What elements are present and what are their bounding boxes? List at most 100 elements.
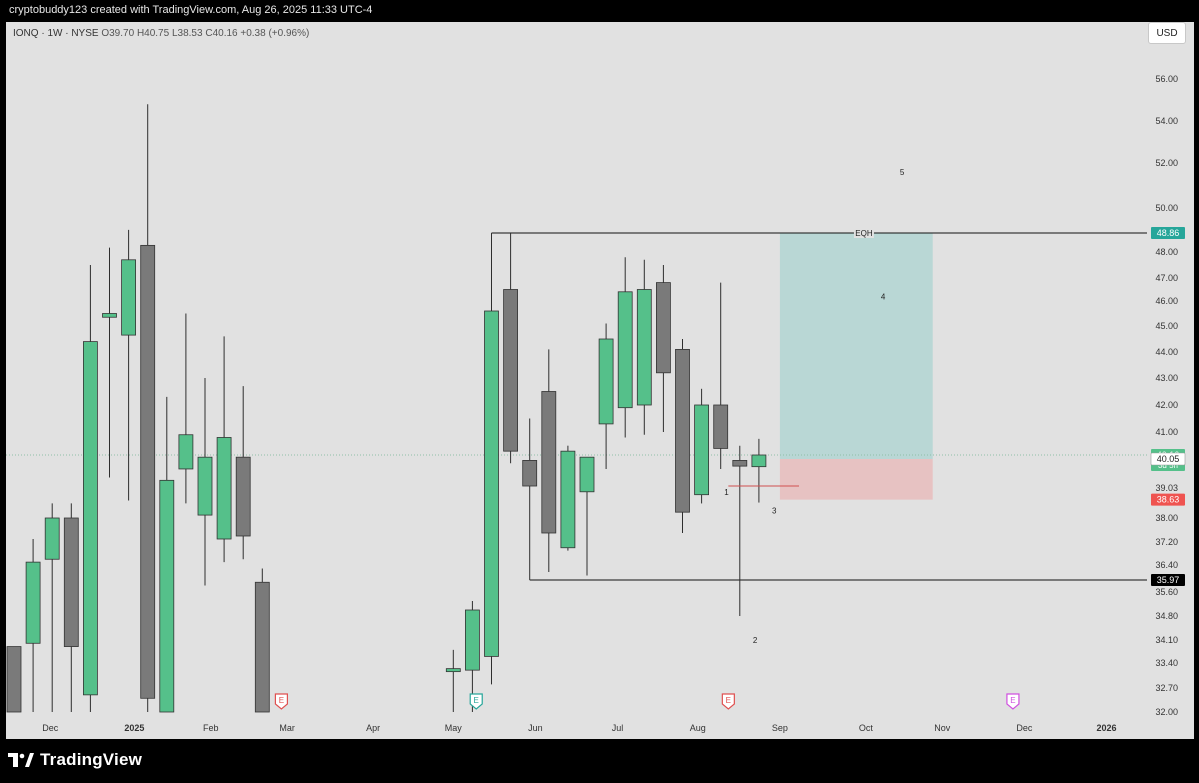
y-axis-tick-label: 39.03	[1155, 483, 1178, 493]
price-label-stop	[1151, 493, 1185, 506]
legend-change: +0.38 (+0.96%)	[240, 28, 310, 39]
price-label-eqh	[1151, 227, 1185, 239]
tradingview-logo-icon	[8, 753, 34, 767]
symbol-legend: IONQ · 1W · NYSE O39.70 H40.75 L38.53 C4…	[13, 28, 309, 39]
candle-body[interactable]	[751, 454, 767, 468]
candle-body[interactable]	[25, 561, 41, 644]
candle-body[interactable]	[83, 341, 98, 696]
candle-body[interactable]	[44, 517, 60, 560]
x-axis-tick-label: Nov	[934, 723, 951, 733]
legend-symbol: IONQ · 1W · NYSE	[13, 28, 99, 39]
earnings-marker-icon[interactable]	[1006, 693, 1020, 710]
earnings-marker-label: E	[1010, 696, 1015, 705]
y-axis-tick-label: 33.40	[1155, 658, 1178, 668]
candle-body[interactable]	[235, 456, 251, 537]
candle-body[interactable]	[140, 244, 156, 699]
candle-body[interactable]	[254, 581, 270, 713]
x-axis-tick-label: Feb	[203, 723, 219, 733]
x-axis-tick-label: Dec	[42, 723, 59, 733]
y-axis-tick-label: 35.60	[1155, 587, 1178, 597]
y-axis-tick-label: 56.00	[1155, 74, 1178, 84]
legend-open: O39.70	[101, 28, 135, 39]
y-axis-tick-label: 48.00	[1155, 247, 1178, 257]
earnings-marker-icon[interactable]	[721, 693, 735, 710]
y-axis-tick-label: 38.00	[1155, 513, 1178, 523]
x-axis-tick-label: Aug	[690, 723, 706, 733]
candle-body[interactable]	[121, 259, 136, 336]
candle-body[interactable]	[159, 479, 175, 713]
candle-body[interactable]	[484, 310, 499, 657]
attribution-bar: cryptobuddy123 created with TradingView.…	[0, 0, 1199, 22]
wave-label-1: 1	[724, 488, 729, 497]
candle-body[interactable]	[6, 646, 22, 713]
y-axis-tick-label: 32.70	[1155, 683, 1178, 693]
price-label-support-text: 35.97	[1157, 575, 1180, 585]
earnings-marker-icon[interactable]	[469, 693, 483, 710]
candle-body[interactable]	[445, 668, 461, 673]
y-axis-tick-label: 41.00	[1155, 427, 1178, 437]
eqh-label: EQH	[855, 229, 873, 238]
price-label-entry	[1150, 452, 1186, 466]
candle-body[interactable]	[503, 289, 519, 452]
x-axis-tick-label: May	[445, 723, 463, 733]
target-zone[interactable]	[779, 233, 933, 459]
candle-body[interactable]	[216, 437, 232, 540]
y-axis-tick-label: 32.00	[1155, 707, 1178, 717]
earnings-marker-icon[interactable]	[274, 693, 288, 710]
currency-button[interactable]: USD	[1148, 22, 1186, 44]
legend-close: C40.16	[205, 28, 238, 39]
x-axis-tick-label: Jun	[528, 723, 543, 733]
candle-body[interactable]	[522, 460, 538, 487]
y-axis-tick-label: 37.20	[1155, 537, 1178, 547]
legend-high: H40.75	[136, 28, 170, 39]
y-axis-tick-label: 36.40	[1155, 560, 1178, 570]
y-axis-tick-label: 43.00	[1155, 373, 1178, 383]
x-axis-tick-label: Dec	[1016, 723, 1033, 733]
candle-body[interactable]	[694, 404, 709, 496]
candle-body[interactable]	[675, 348, 690, 513]
x-axis-tick-label: 2025	[124, 723, 144, 733]
x-axis-tick-label: Jul	[612, 723, 624, 733]
candle-body[interactable]	[732, 460, 748, 467]
x-axis-tick-label: Apr	[366, 723, 380, 733]
candle-body[interactable]	[579, 456, 595, 493]
attribution-text: cryptobuddy123 created with TradingView.…	[9, 4, 373, 16]
y-axis-tick-label: 47.00	[1155, 273, 1178, 283]
wave-label-4: 4	[881, 292, 886, 301]
candle-body[interactable]	[656, 282, 671, 374]
candle-body[interactable]	[598, 338, 614, 425]
candle-body[interactable]	[636, 289, 652, 406]
tradingview-brand: TradingView	[40, 750, 143, 769]
y-axis-tick-label: 50.00	[1155, 203, 1178, 213]
earnings-marker-label: E	[726, 696, 731, 705]
x-axis-tick-label: 2026	[1097, 723, 1117, 733]
wave-label-5: 5	[900, 168, 905, 177]
wave-label-3: 3	[772, 507, 777, 516]
stop-zone[interactable]	[779, 459, 933, 500]
earnings-marker-label: E	[474, 696, 479, 705]
candle-body[interactable]	[178, 434, 194, 470]
tradingview-logo[interactable]: TradingView	[8, 750, 142, 770]
candle-body[interactable]	[63, 517, 79, 647]
y-axis-tick-label: 44.00	[1155, 347, 1178, 357]
eqh-label-bg	[853, 228, 874, 238]
y-axis-tick-label: 52.00	[1155, 158, 1178, 168]
wave-label-2: 2	[753, 636, 758, 645]
price-label-entry-text: 40.05	[1157, 454, 1180, 464]
candle-body[interactable]	[560, 450, 576, 549]
x-axis-tick-label: Mar	[279, 723, 295, 733]
candle-body[interactable]	[464, 609, 480, 671]
price-label-countdown: 3d 5h	[1158, 461, 1178, 470]
y-axis-tick-label: 34.10	[1155, 635, 1178, 645]
candle-body[interactable]	[617, 291, 633, 409]
legend-low: L38.53	[171, 28, 203, 39]
y-axis-tick-label: 42.00	[1155, 400, 1178, 410]
x-axis-tick-label: Sep	[772, 723, 788, 733]
price-label-eqh-text: 48.86	[1157, 228, 1180, 238]
candle-body[interactable]	[713, 404, 729, 449]
candle-body[interactable]	[541, 391, 557, 534]
y-axis-tick-label: 45.00	[1155, 321, 1178, 331]
candle-body[interactable]	[102, 313, 117, 318]
candle-body[interactable]	[197, 456, 213, 516]
